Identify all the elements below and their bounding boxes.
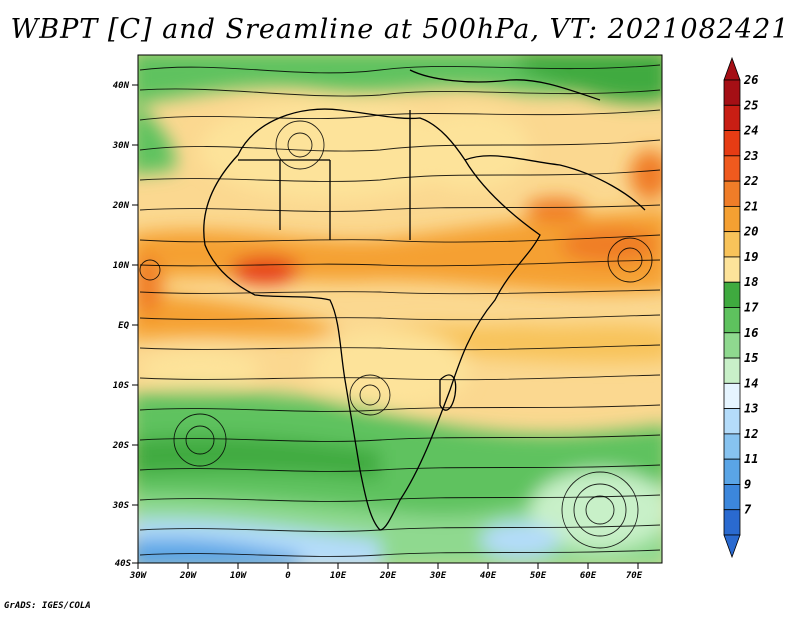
lon-label: 70E: [626, 571, 643, 581]
colorbar-swatch: [723, 357, 741, 384]
colorbar-swatch: [723, 332, 741, 359]
colorbar-swatch: [723, 307, 741, 334]
colorbar-label: 21: [743, 199, 758, 213]
lat-label: 20N: [112, 201, 130, 211]
colorbar-label: 20: [743, 225, 758, 239]
latitude-labels: 40N 30N 20N 10N EQ 10S 20S 30S 40S: [112, 81, 132, 569]
streamlines: [139, 64, 661, 557]
colorbar-swatch: [723, 205, 741, 233]
lon-label: 20W: [179, 571, 198, 581]
colorbar-label: 25: [743, 98, 758, 112]
colorbar-label: 24: [743, 124, 758, 138]
colorbar-swatch: [723, 104, 741, 131]
lon-label: 30W: [129, 571, 148, 581]
colorbar: 26 25 24 23 22 21 20 19 18 17 16 15 14 13 12 11 9 7: [723, 56, 759, 559]
footer-credit: GrADS: IGES/COLA: [4, 601, 91, 611]
colorbar-swatch: [723, 382, 741, 410]
colorbar-label: 17: [744, 301, 759, 315]
lat-label: 40S: [115, 559, 132, 569]
colorbar-swatch: [723, 155, 741, 182]
colorbar-swatch: [723, 281, 741, 308]
colorbar-swatch: [723, 130, 741, 157]
map-frame: [137, 54, 663, 564]
colorbar-label: 15: [744, 351, 758, 365]
map-title: WBPT [C] and Sreamline at 500hPa, VT: 20…: [10, 14, 790, 45]
colorbar-label: 11: [744, 452, 758, 466]
lat-label: 30S: [112, 501, 130, 511]
wbpt-field: [138, 55, 662, 563]
coastlines: [203, 69, 646, 531]
colorbar-label: 23: [743, 149, 758, 163]
colorbar-bottom-arrow: [723, 534, 741, 559]
lon-label: 30E: [429, 571, 447, 581]
lon-label: 10W: [230, 571, 248, 581]
lon-label: 10E: [330, 571, 347, 581]
colorbar-swatch: [723, 256, 741, 283]
colorbar-swatch: [723, 231, 741, 258]
colorbar-label: 19: [744, 250, 758, 264]
longitude-labels: 30W 20W 10W 0 10E 20E 30E 40E 50E 60E 70…: [129, 571, 643, 581]
lat-label: 10N: [113, 261, 130, 271]
lat-label: 40N: [113, 81, 130, 91]
colorbar-label: 16: [744, 326, 758, 340]
lon-label: 50E: [530, 571, 547, 581]
colorbar-swatch: [723, 509, 741, 536]
colorbar-label: 26: [743, 73, 758, 87]
lat-label: 20S: [112, 441, 130, 451]
lon-label: 20E: [379, 571, 397, 581]
colorbar-swatch: [723, 484, 741, 511]
colorbar-swatch: [723, 180, 741, 207]
colorbar-label: 12: [744, 427, 758, 441]
colorbar-label: 18: [744, 275, 758, 289]
lat-label: 10S: [113, 381, 130, 391]
lat-label: EQ: [118, 321, 129, 331]
lat-label: 30N: [112, 141, 130, 151]
axis-ticks: [132, 84, 639, 569]
colorbar-label: 14: [744, 376, 758, 390]
colorbar-label: 7: [744, 503, 752, 517]
colorbar-swatch: [723, 458, 741, 485]
colorbar-label: 22: [743, 174, 758, 188]
lon-label: 0: [285, 571, 291, 581]
lon-label: 40E: [480, 571, 497, 581]
colorbar-top-arrow: [723, 56, 741, 81]
colorbar-swatch: [723, 79, 741, 106]
colorbar-swatch: [723, 408, 741, 435]
colorbar-swatch: [723, 433, 741, 460]
colorbar-label: 13: [744, 402, 758, 416]
colorbar-label: 9: [744, 477, 751, 491]
lon-label: 60E: [580, 571, 597, 581]
